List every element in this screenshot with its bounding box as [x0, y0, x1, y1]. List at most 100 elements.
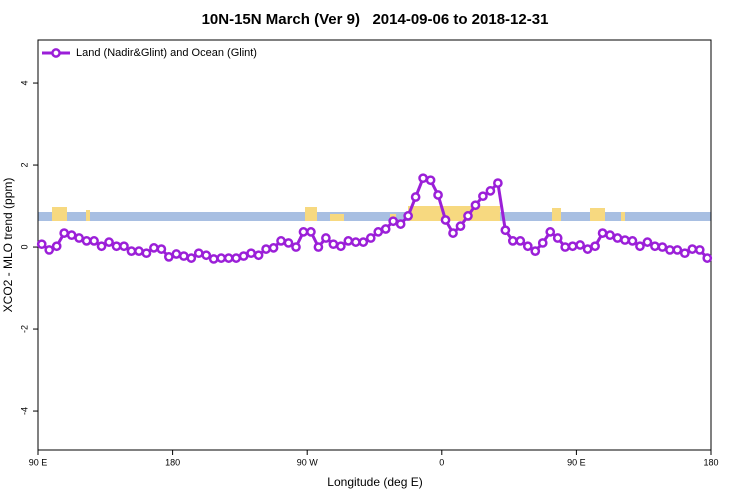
x-tick-label: 90 E — [567, 457, 586, 467]
plot-frame — [37, 39, 712, 451]
data-point — [156, 244, 167, 254]
data-point — [291, 242, 301, 252]
data-point — [395, 219, 406, 229]
data-point — [261, 244, 271, 254]
data-point — [268, 243, 279, 253]
data-point — [81, 236, 92, 246]
data-point — [620, 235, 630, 245]
x-tick-label: 180 — [165, 457, 180, 467]
data-point — [597, 228, 608, 238]
land-band — [52, 207, 67, 221]
data-point — [193, 248, 204, 259]
data-point — [403, 211, 413, 221]
data-point — [560, 242, 571, 252]
data-point — [119, 241, 129, 252]
x-axis-label: Longitude (deg E) — [327, 475, 422, 489]
data-point — [702, 253, 713, 263]
data-point — [51, 241, 62, 252]
data-point — [44, 245, 55, 255]
data-point — [171, 249, 182, 259]
y-tick-label: 0 — [19, 245, 29, 250]
land-band — [621, 212, 625, 221]
data-point — [657, 242, 668, 252]
data-point — [313, 242, 324, 252]
data-point — [545, 227, 556, 237]
data-point — [485, 186, 496, 196]
data-point — [522, 241, 533, 252]
data-point — [575, 240, 585, 250]
data-point — [463, 211, 473, 221]
data-point — [530, 246, 541, 256]
x-tick-label: 0 — [439, 457, 444, 467]
land-band — [590, 208, 605, 221]
data-point — [515, 236, 526, 246]
data-point — [440, 215, 451, 225]
data-point — [590, 241, 600, 252]
data-point — [231, 253, 242, 263]
data-point — [665, 245, 675, 255]
data-point — [111, 241, 122, 252]
land-band — [86, 210, 90, 221]
data-point — [567, 241, 578, 252]
data-point — [493, 178, 503, 188]
land-band — [408, 206, 500, 221]
data-point — [433, 190, 443, 200]
data-point — [552, 233, 563, 243]
data-point — [358, 237, 369, 247]
data-point — [253, 250, 264, 261]
data-point — [410, 192, 421, 202]
land-band — [552, 208, 561, 221]
data-point — [96, 241, 107, 252]
surface-band — [38, 206, 711, 221]
legend-label: Land (Nadir&Glint) and Ocean (Glint) — [76, 47, 257, 59]
data-point — [455, 221, 466, 231]
data-point — [642, 237, 653, 247]
data-point — [36, 239, 47, 250]
data-point — [478, 191, 488, 202]
data-point — [418, 173, 428, 184]
chart-title: 10N-15N March (Ver 9) 2014-09-06 to 2018… — [202, 11, 549, 28]
data-point — [283, 238, 294, 248]
data-point — [66, 230, 77, 241]
data-point — [134, 246, 144, 256]
data-point — [223, 253, 234, 263]
data-point — [500, 225, 511, 236]
data-point — [650, 241, 660, 252]
data-point — [74, 233, 84, 243]
data-point — [238, 251, 249, 261]
y-tick-label: 4 — [19, 81, 29, 86]
data-point — [104, 237, 114, 247]
data-point — [178, 251, 189, 261]
data-point — [336, 241, 346, 252]
data-point — [582, 244, 593, 254]
data-point — [89, 236, 99, 246]
data-point — [201, 250, 212, 261]
data-point — [687, 244, 698, 254]
data-point — [694, 245, 705, 255]
land-band — [305, 207, 317, 221]
data-point — [507, 236, 518, 246]
land-band — [330, 214, 344, 221]
data-point — [208, 254, 219, 264]
data-point — [605, 230, 615, 241]
data-point — [343, 236, 354, 246]
data-point — [216, 253, 227, 263]
y-tick-label: -4 — [19, 407, 29, 415]
data-point — [126, 246, 137, 256]
data-point — [350, 237, 361, 247]
data-point — [672, 245, 683, 255]
data-point — [388, 216, 399, 227]
legend-marker — [51, 48, 61, 58]
data-point — [164, 252, 174, 262]
data-point — [627, 236, 638, 246]
x-tick-label: 90 W — [297, 457, 319, 467]
y-tick-label: 2 — [19, 163, 29, 168]
data-point — [612, 233, 623, 243]
data-point — [276, 236, 286, 246]
data-point — [298, 227, 309, 237]
data-point — [635, 241, 645, 252]
data-point — [59, 228, 70, 238]
data-point — [306, 227, 316, 237]
data-point — [470, 200, 481, 211]
